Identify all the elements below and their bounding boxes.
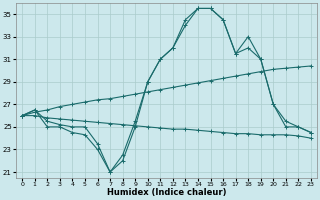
- X-axis label: Humidex (Indice chaleur): Humidex (Indice chaleur): [107, 188, 226, 197]
